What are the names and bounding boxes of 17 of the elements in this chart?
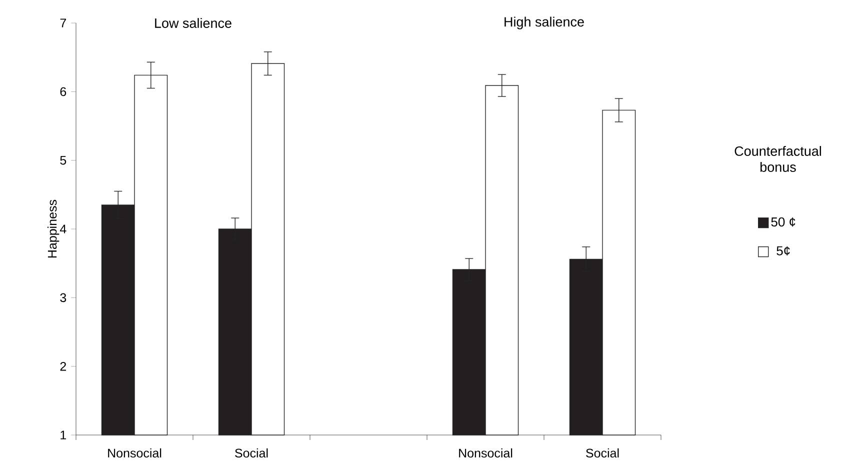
annotation: High salience bbox=[504, 16, 584, 30]
y-tick-label: 7 bbox=[60, 18, 66, 28]
y-axis-title: Happiness bbox=[47, 200, 60, 258]
y-tick-label: 6 bbox=[60, 87, 66, 96]
y-tick-label: 2 bbox=[60, 362, 66, 371]
y-tick-label: 5 bbox=[60, 156, 66, 165]
annotation: Low salience bbox=[155, 18, 232, 28]
x-tick-label: Nonsocial bbox=[108, 448, 162, 458]
y-tick-label: 3 bbox=[60, 293, 66, 302]
legend-label: 50 ¢ bbox=[771, 217, 796, 227]
x-tick-label: Social bbox=[235, 448, 268, 458]
y-tick-label: 4 bbox=[60, 224, 66, 234]
legend-title: Counterfactual bonus bbox=[734, 146, 821, 172]
legend-label: 5¢ bbox=[776, 246, 790, 256]
y-tick-label: 1 bbox=[60, 430, 66, 440]
x-tick-label: Social bbox=[586, 448, 619, 458]
x-tick-label: Nonsocial bbox=[459, 448, 512, 458]
